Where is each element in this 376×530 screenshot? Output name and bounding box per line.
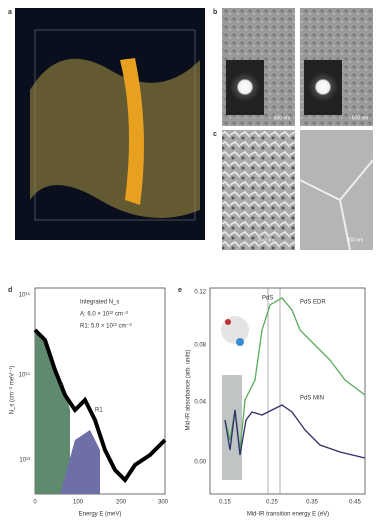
legend-text: Integrated N_s [80,300,119,306]
network-render [30,58,200,218]
curve-edr [224,297,366,451]
y-tick-label: 0.04 [194,400,206,406]
panel-label: e [178,287,182,294]
region-label: R1 [95,408,103,414]
grain-boundary [299,159,374,251]
sem-image [300,130,373,250]
schematic-dot [236,338,244,346]
x-tick-label: 100 [73,500,84,506]
y-tick-label: 10¹⁴ [19,372,31,379]
x-tick-label: 0.15 [219,500,231,506]
sem-image [222,130,295,250]
y-axis-label: N_s (cm⁻² meV⁻¹) [10,366,16,415]
x-axis-label: Mid-IR transition energy E (eV) [247,512,329,518]
scale-bar-label: 500 nm [352,115,369,121]
x-tick-label: 0 [33,500,37,506]
highlight-render [120,58,144,205]
panel-label: d [8,287,12,294]
y-axis-label: Mid-IR absorbance (arb. units) [186,349,192,430]
y-tick-label: 0.08 [194,343,206,349]
area-r1 [60,430,100,494]
panel-label: b [213,9,217,16]
diffraction-pattern [230,72,260,102]
y-tick-label: 0.12 [194,290,206,296]
y-tick-label: 0.00 [194,460,206,466]
curve-label: PdS MIN [300,396,324,402]
x-tick-label: 0.25 [266,500,278,506]
area-a [35,330,70,494]
curve-label: PdS EDR [300,300,326,306]
scale-bar-label: 200 nm [347,237,364,243]
scale-bar-label: 500 nm [274,115,291,121]
curve-min [224,404,366,459]
y-tick-label: 10¹⁵ [19,292,31,299]
x-tick-label: 0.45 [349,500,361,506]
x-tick-label: 300 [158,500,169,506]
diffraction-pattern [308,72,338,102]
schematic-inset [221,316,249,344]
curve-label: PdS [262,296,273,302]
plot-frame [209,287,366,495]
panel-label: c [213,131,217,138]
legend-text: R1: 5.0 × 10¹² cm⁻² [80,324,132,330]
bounding-box [34,29,196,221]
scale-bar-label: 200 nm [258,237,275,243]
panel-label: a [8,9,12,16]
y-tick-label: 10¹³ [19,458,30,464]
x-tick-label: 0.35 [306,500,318,506]
x-tick-label: 200 [116,500,127,506]
ns-curve [33,328,167,484]
region-label: A [60,383,64,389]
schematic-dot [225,319,231,325]
legend-text: A: 6.0 × 10¹² cm⁻² [80,312,128,318]
x-axis-label: Energy E (meV) [79,512,122,518]
